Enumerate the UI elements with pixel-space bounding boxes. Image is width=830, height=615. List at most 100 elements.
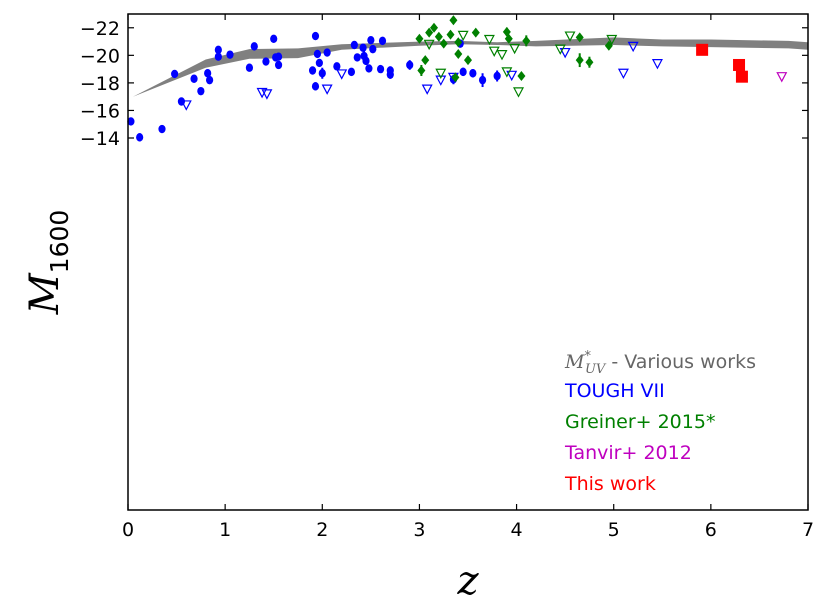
greiner-2015-point (464, 55, 472, 66)
greiner-2015-point (575, 32, 584, 43)
tough-vii-point (311, 82, 320, 91)
y-tick-label: −16 (80, 100, 120, 122)
greiner-2015-upper-limit (435, 68, 447, 80)
tough-vii-point (347, 67, 356, 77)
legend-band-text: - Various works (605, 351, 756, 373)
tough-vii-point (171, 69, 179, 79)
tough-vii-point (245, 63, 254, 72)
legend-band-sup: * (584, 349, 591, 364)
greiner-2015-point (421, 55, 430, 66)
tough-vii-upper-limit (180, 100, 192, 111)
greiner-2015-point (430, 22, 438, 33)
greiner-2015-upper-limit (554, 44, 566, 55)
tough-vii-point (313, 49, 322, 59)
tough-vii-point (127, 117, 135, 126)
this-work-point (696, 43, 709, 56)
tough-vii-upper-limit (435, 75, 447, 86)
tough-vii-upper-limit (321, 84, 333, 95)
legend-tough: TOUGH VII (564, 380, 665, 402)
legend-band-sub: UV (585, 362, 607, 377)
tough-vii-point (459, 67, 467, 77)
x-axis-label: z (456, 558, 479, 604)
tough-vii-point (478, 75, 487, 85)
greiner-2015-point (522, 35, 531, 46)
greiner-2015-point (451, 72, 460, 83)
plot-frame (127, 13, 809, 511)
this-work-point (733, 58, 746, 71)
y-tick-label: −18 (80, 73, 120, 95)
x-tick-label: 7 (802, 519, 814, 541)
tough-vii-upper-limit (336, 69, 348, 80)
tough-vii-point (250, 42, 258, 51)
greiner-2015-point (417, 65, 426, 76)
tough-vii-upper-limit (506, 70, 518, 82)
tough-vii-point (214, 52, 222, 61)
marks-layer (127, 15, 788, 142)
this-work-point (735, 70, 748, 83)
greiner-2015-point (454, 48, 463, 59)
y-tick-label: −14 (80, 128, 120, 150)
tough-vii-point (197, 86, 205, 96)
greiner-2015-upper-limit (423, 39, 435, 51)
greiner-2015-point (446, 29, 455, 40)
legend-band-label: M* UV - Various works (564, 349, 756, 377)
legend-this-work: This work (564, 473, 656, 495)
greiner-2015-upper-limit (488, 46, 500, 57)
legend-band-m: M (564, 351, 585, 373)
greiner-2015-upper-limit (501, 67, 513, 78)
greiner-2015-upper-limit (509, 43, 521, 55)
tough-vii-point (262, 57, 270, 66)
tough-vii-point (369, 44, 377, 54)
y-axis-label: M1600 (22, 210, 74, 316)
tough-vii-point (204, 69, 212, 78)
tough-vii-upper-limit (617, 68, 629, 80)
ticks-layer: 0 1 2 3 4 5 6 7 −22 −20 −18 −16 −14 (80, 14, 814, 541)
greiner-2015-upper-limit (457, 30, 469, 42)
tough-vii-point (493, 71, 501, 81)
greiner-2015-upper-limit (483, 34, 495, 46)
y-axis-label-main: M (22, 272, 68, 315)
greiner-2015-point (575, 55, 584, 66)
greiner-2015-point (449, 15, 458, 26)
tough-vii-upper-limit (261, 89, 273, 100)
greiner-2015-upper-limit (496, 50, 508, 61)
tough-vii-point (214, 45, 222, 55)
tough-vii-point (365, 64, 373, 73)
tough-vii-point (315, 58, 323, 68)
greiner-2015-point (585, 57, 594, 68)
tough-vii-upper-limit (559, 47, 571, 59)
tanvir-2012-upper-limit (776, 72, 788, 83)
tough-vii-point (362, 56, 370, 66)
legend-tanvir: Tanvir+ 2012 (564, 442, 692, 464)
greiner-2015-point (425, 27, 434, 38)
tough-vii-point (206, 75, 214, 85)
tough-vii-point (367, 35, 375, 45)
tough-vii-point (274, 52, 283, 61)
tough-vii-point (378, 36, 387, 46)
tough-vii-point (386, 70, 394, 79)
tough-vii-upper-limit (651, 58, 663, 70)
greiner-2015-point (434, 31, 443, 42)
tough-vii-point (323, 48, 331, 57)
legend: M* UV - Various works TOUGH VII Greiner+ … (564, 349, 756, 495)
tough-vii-point (333, 62, 341, 71)
greiner-2015-point (454, 37, 463, 48)
tough-vii-point (353, 53, 361, 62)
muv-band (132, 37, 808, 97)
legend-greiner: Greiner+ 2015* (565, 411, 715, 433)
greiner-2015-point (439, 38, 448, 49)
greiner-2015-upper-limit (513, 87, 525, 98)
tough-vii-point (350, 40, 358, 50)
greiner-2015-point (504, 33, 513, 44)
tough-vii-upper-limit (627, 41, 639, 53)
y-tick-label: −22 (80, 18, 120, 40)
x-tick-label: 1 (219, 519, 231, 541)
x-tick-label: 0 (122, 519, 134, 541)
tough-vii-point (270, 34, 278, 43)
tough-vii-point (136, 133, 144, 142)
greiner-2015-point (517, 71, 526, 81)
tough-vii-point (318, 69, 326, 78)
band-layer (132, 37, 808, 97)
greiner-2015-upper-limit (606, 34, 618, 46)
